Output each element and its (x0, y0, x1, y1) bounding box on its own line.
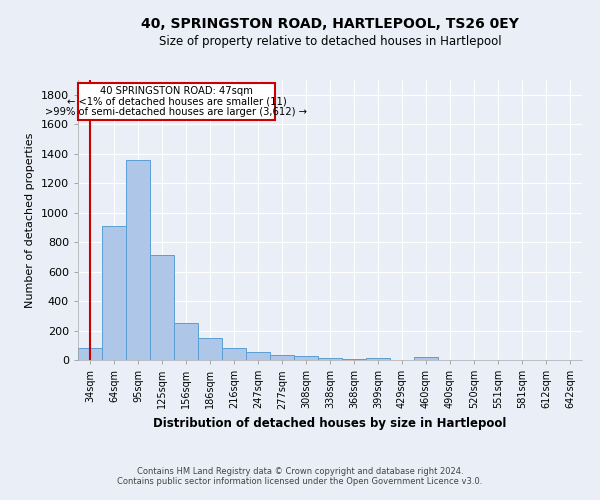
Bar (222, 348, 246, 360)
Text: 40, SPRINGSTON ROAD, HARTLEPOOL, TS26 0EY: 40, SPRINGSTON ROAD, HARTLEPOOL, TS26 0E… (141, 18, 519, 32)
Bar (150, 256, 174, 360)
Bar (414, 357, 438, 360)
Bar (174, 324, 198, 360)
Bar (294, 356, 318, 360)
Bar (270, 355, 294, 360)
FancyBboxPatch shape (78, 83, 275, 120)
Text: Contains public sector information licensed under the Open Government Licence v3: Contains public sector information licen… (118, 477, 482, 486)
Bar (78, 348, 102, 360)
Text: ← <1% of detached houses are smaller (11): ← <1% of detached houses are smaller (11… (67, 96, 286, 106)
Text: >99% of semi-detached houses are larger (3,612) →: >99% of semi-detached houses are larger … (46, 106, 307, 117)
Text: 40 SPRINGSTON ROAD: 47sqm: 40 SPRINGSTON ROAD: 47sqm (100, 86, 253, 96)
Y-axis label: Number of detached properties: Number of detached properties (25, 132, 35, 308)
Bar (102, 226, 126, 360)
Text: Size of property relative to detached houses in Hartlepool: Size of property relative to detached ho… (158, 35, 502, 48)
Bar (246, 352, 270, 360)
Bar (366, 358, 390, 360)
X-axis label: Distribution of detached houses by size in Hartlepool: Distribution of detached houses by size … (154, 417, 506, 430)
Bar (126, 160, 150, 360)
Bar (318, 358, 342, 360)
Bar (198, 338, 222, 360)
Bar (342, 359, 366, 360)
Text: Contains HM Land Registry data © Crown copyright and database right 2024.: Contains HM Land Registry data © Crown c… (137, 467, 463, 476)
